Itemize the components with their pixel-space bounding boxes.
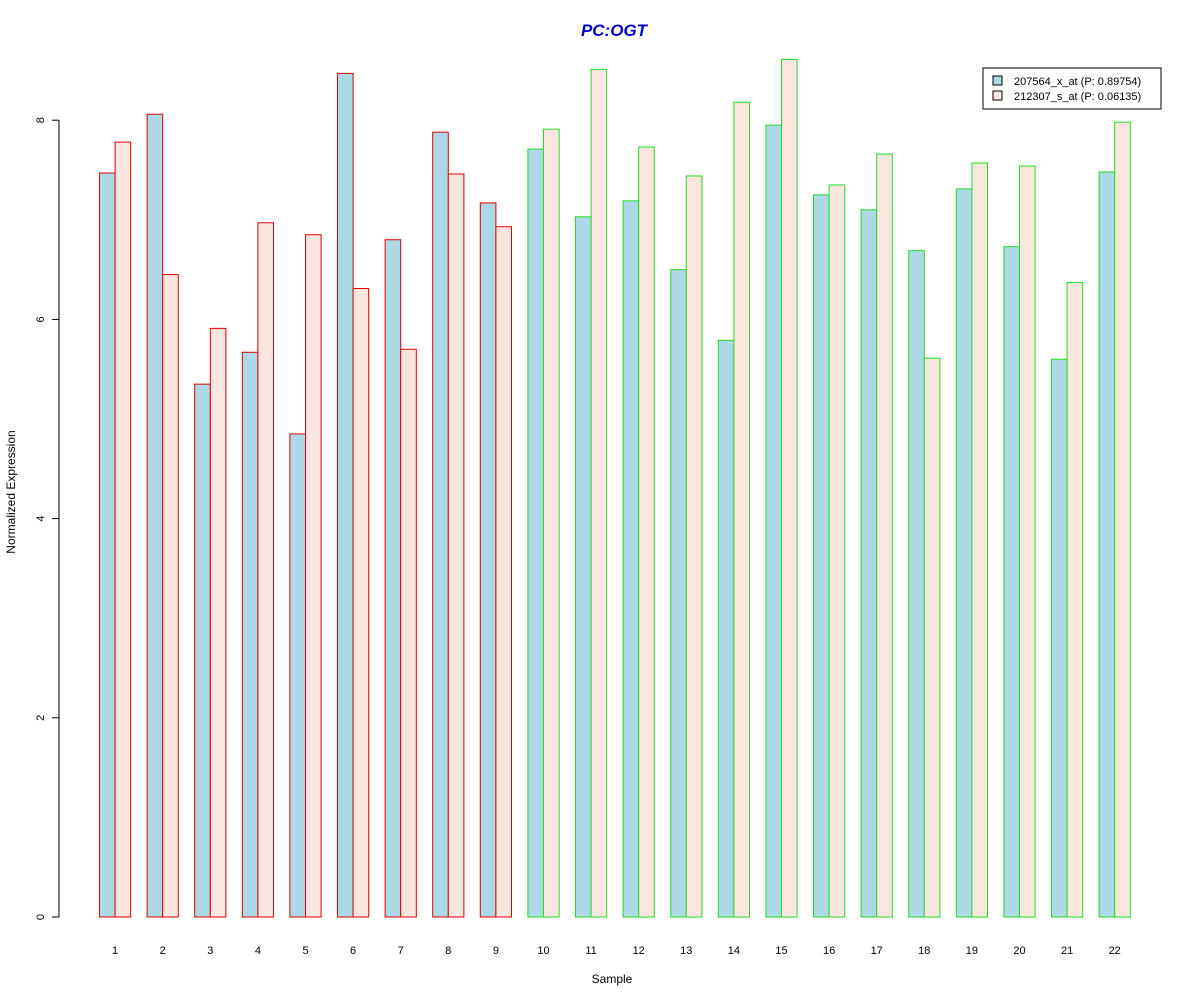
legend-swatch — [992, 90, 1003, 101]
x-tick-label: 14 — [728, 945, 740, 957]
y-tick-label: 2 — [35, 715, 47, 721]
x-tick-label: 22 — [1109, 945, 1121, 957]
x-tick-label: 15 — [775, 945, 787, 957]
x-tick-label: 17 — [871, 945, 883, 957]
bar-2-sample-12 — [638, 146, 655, 918]
bar-2-sample-10 — [543, 128, 560, 918]
legend-label: 207564_x_at (P: 0.89754) — [1014, 76, 1141, 88]
bar-2-sample-14 — [733, 101, 751, 918]
bar-2-sample-13 — [685, 175, 703, 918]
bar-2-sample-21 — [1066, 282, 1084, 918]
bar-1-sample-15 — [765, 124, 783, 918]
bar-1-sample-9 — [479, 202, 497, 918]
x-tick-label: 5 — [302, 945, 308, 957]
bar-1-sample-13 — [670, 269, 687, 918]
bar-2-sample-1 — [114, 141, 132, 918]
bar-2-sample-16 — [828, 184, 846, 918]
bar-1-sample-8 — [432, 131, 449, 918]
x-tick-label: 12 — [633, 945, 645, 957]
x-tick-label: 10 — [537, 945, 549, 957]
x-tick-label: 9 — [493, 945, 499, 957]
x-tick-label: 6 — [350, 945, 356, 957]
bar-1-sample-11 — [575, 216, 592, 918]
y-axis-label: Normalized Expression — [4, 430, 18, 553]
x-tick-label: 21 — [1061, 945, 1073, 957]
bar-2-sample-5 — [305, 234, 322, 918]
bar-2-sample-22 — [1114, 121, 1131, 918]
bar-1-sample-16 — [813, 194, 830, 918]
bar-1-sample-1 — [99, 172, 116, 918]
x-tick-label: 18 — [918, 945, 930, 957]
legend-label: 212307_s_at (P: 0.06135) — [1014, 91, 1141, 103]
bar-2-sample-8 — [447, 173, 465, 918]
x-tick-label: 20 — [1013, 945, 1025, 957]
x-tick-label: 1 — [112, 945, 118, 957]
bar-2-sample-2 — [162, 274, 179, 918]
bar-1-sample-19 — [955, 188, 973, 918]
chart-title: PC:OGT — [581, 21, 649, 40]
bar-1-sample-10 — [527, 148, 545, 918]
bar-2-sample-7 — [400, 348, 417, 918]
x-tick-label: 19 — [966, 945, 978, 957]
x-tick-label: 16 — [823, 945, 835, 957]
bar-1-sample-7 — [384, 239, 402, 918]
bar-1-sample-2 — [146, 113, 164, 918]
x-tick-label: 8 — [445, 945, 451, 957]
x-tick-label: 3 — [207, 945, 213, 957]
bar-1-sample-14 — [717, 339, 735, 918]
bar-2-sample-9 — [495, 226, 512, 918]
x-tick-label: 2 — [160, 945, 166, 957]
bar-1-sample-4 — [241, 351, 259, 918]
bar-2-sample-20 — [1019, 165, 1036, 918]
bar-1-sample-12 — [622, 200, 640, 918]
bar-1-sample-6 — [337, 72, 354, 918]
legend-box — [982, 67, 1162, 110]
y-tick-label: 6 — [35, 316, 47, 322]
x-tick-labels: 1 2 3 4 5 6 7 8 9 10 11 12 13 14 15 16 17 18 19 20 21 22 — [112, 945, 1121, 957]
bar-1-sample-17 — [860, 209, 878, 918]
legend: 207564_x_at (P: 0.89754) 212307_s_at (P: … — [982, 67, 1162, 110]
y-tick-label: 0 — [35, 914, 47, 920]
bar-1-sample-22 — [1098, 171, 1116, 918]
bar-2-sample-18 — [923, 357, 941, 918]
bar-2-sample-19 — [971, 162, 989, 918]
bar-2-sample-11 — [590, 68, 608, 918]
bar-1-sample-18 — [908, 250, 925, 918]
bar-1-sample-3 — [194, 383, 211, 918]
bar-1-sample-21 — [1051, 358, 1068, 918]
bar-2-sample-4 — [257, 222, 274, 918]
bars — [99, 58, 1131, 918]
y-tick-label: 8 — [35, 117, 47, 123]
x-tick-label: 4 — [255, 945, 261, 957]
bar-1-sample-5 — [289, 433, 306, 918]
bar-1-sample-20 — [1003, 246, 1021, 918]
x-tick-label: 11 — [585, 945, 596, 957]
bar-2-sample-17 — [876, 153, 893, 918]
bar-2-sample-6 — [352, 288, 370, 918]
y-axis: 0 2 4 6 8 — [35, 117, 60, 920]
bar-2-sample-15 — [781, 58, 798, 918]
y-tick-label: 4 — [35, 516, 47, 522]
legend-swatch — [992, 75, 1003, 86]
bar-2-sample-3 — [209, 327, 227, 918]
x-axis-label: Sample — [592, 972, 633, 986]
x-tick-label: 13 — [680, 945, 692, 957]
x-tick-label: 7 — [398, 945, 404, 957]
